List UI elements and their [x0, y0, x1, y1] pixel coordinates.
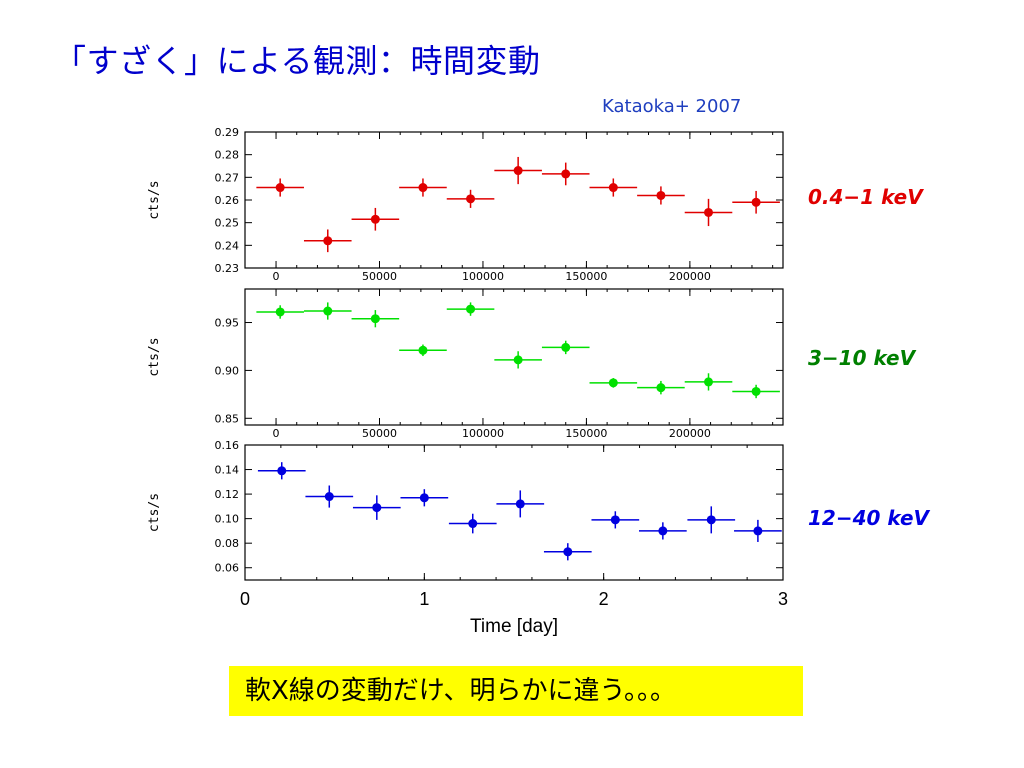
x-axis-label: Time [day]	[470, 616, 558, 637]
data-point	[324, 492, 334, 502]
y-tick-label: 0.10	[215, 513, 240, 526]
y-tick-label: 0.12	[215, 488, 240, 501]
x-tick-label: 100000	[462, 427, 504, 440]
citation: Kataoka+ 2007	[602, 96, 742, 117]
band-label-hard: 12−40 keV	[808, 506, 930, 530]
data-point	[370, 214, 380, 224]
y-tick-label: 0.95	[215, 317, 240, 330]
data-point	[704, 207, 714, 217]
data-point	[561, 169, 571, 179]
data-point	[704, 377, 714, 387]
y-tick-label: 0.25	[215, 217, 240, 230]
data-point	[468, 519, 478, 529]
data-point	[515, 499, 525, 509]
data-point	[610, 515, 620, 525]
y-tick-label: 0.23	[215, 262, 240, 275]
y-tick-label: 0.14	[215, 464, 240, 477]
x-tick-label: 150000	[565, 427, 607, 440]
y-tick-label: 0.26	[215, 194, 240, 207]
panel-frame-0	[244, 131, 784, 269]
x-tick-label: 50000	[362, 427, 397, 440]
data-point	[323, 306, 333, 316]
y-tick-label: 0.08	[215, 537, 240, 550]
x-tick-label: 0	[240, 589, 250, 609]
data-point	[753, 526, 763, 536]
data-point	[751, 386, 761, 396]
conclusion-box: 軟X線の変動だけ、明らかに違う。。。	[229, 666, 803, 716]
x-tick-label: 200000	[669, 270, 711, 283]
data-point	[561, 342, 571, 352]
data-point	[275, 307, 285, 317]
data-point	[418, 183, 428, 193]
y-tick-label: 0.06	[215, 562, 240, 575]
data-point	[418, 345, 428, 355]
slide-title: 「すざく」による観測：時間変動	[54, 42, 541, 80]
x-tick-label: 0	[273, 427, 280, 440]
data-point	[419, 493, 429, 503]
data-point	[466, 304, 476, 314]
y-tick-label: 0.29	[215, 126, 240, 139]
panel-frame-2	[244, 444, 784, 581]
band-label-medium: 3−10 keV	[808, 346, 916, 370]
data-point	[466, 194, 476, 204]
x-tick-label: 100000	[462, 270, 504, 283]
y-tick-label: 0.27	[215, 171, 240, 184]
data-point	[370, 314, 380, 324]
y-axis-label: cts/s	[147, 337, 162, 376]
x-tick-label: 0	[273, 270, 280, 283]
data-point	[275, 183, 285, 193]
data-point	[608, 378, 618, 388]
panel-frame-1	[244, 288, 784, 426]
data-point	[751, 197, 761, 207]
x-tick-label: 200000	[669, 427, 711, 440]
data-point	[277, 466, 287, 476]
data-point	[513, 355, 523, 365]
y-axis-label: cts/s	[147, 493, 162, 532]
data-point	[563, 547, 573, 557]
band-label-soft: 0.4−1 keV	[808, 185, 923, 209]
data-point	[608, 183, 618, 193]
y-axis-label: cts/s	[147, 180, 162, 219]
x-tick-label: 2	[599, 589, 609, 609]
data-point	[656, 383, 666, 393]
y-tick-label: 0.16	[215, 439, 240, 452]
x-tick-label: 3	[778, 589, 788, 609]
y-tick-label: 0.90	[215, 364, 240, 377]
data-point	[706, 515, 716, 525]
x-tick-label: 150000	[565, 270, 607, 283]
data-point	[513, 166, 523, 176]
y-tick-label: 0.28	[215, 149, 240, 162]
x-tick-label: 1	[419, 589, 429, 609]
data-point	[323, 236, 333, 246]
y-tick-label: 0.85	[215, 412, 240, 425]
data-point	[658, 526, 668, 536]
y-tick-label: 0.24	[215, 239, 240, 252]
x-tick-label: 50000	[362, 270, 397, 283]
data-point	[656, 190, 666, 200]
data-point	[372, 503, 382, 513]
